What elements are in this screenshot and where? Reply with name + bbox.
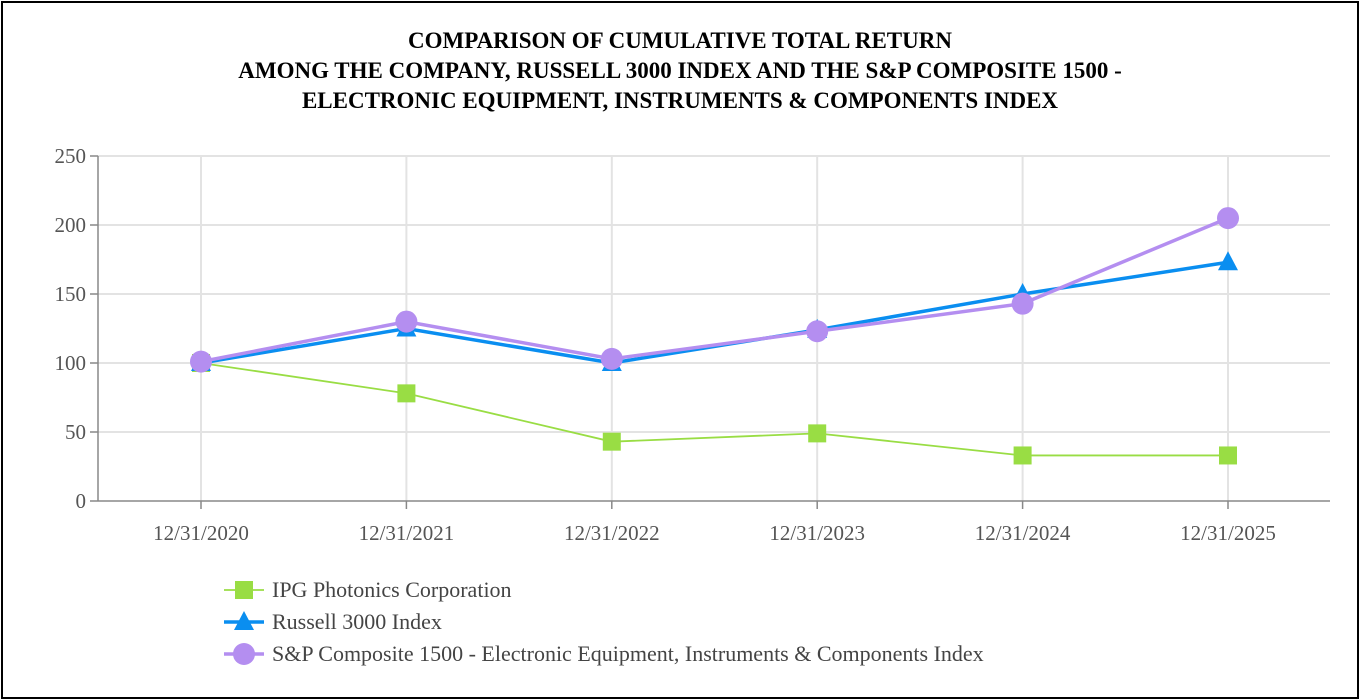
x-tick-label: 12/31/2022	[564, 521, 660, 545]
title-line-1: COMPARISON OF CUMULATIVE TOTAL RETURN	[408, 28, 952, 53]
y-tick-label: 50	[65, 420, 86, 444]
legend-label: IPG Photonics Corporation	[272, 577, 512, 602]
series-circle	[190, 207, 1239, 373]
y-tick-label: 150	[55, 282, 87, 306]
x-tick-label: 12/31/2025	[1180, 521, 1276, 545]
legend-label: S&P Composite 1500 - Electronic Equipmen…	[272, 641, 984, 666]
legend-item: IPG Photonics Corporation	[222, 574, 984, 606]
data-point-square	[1219, 446, 1237, 465]
title-line-3: ELECTRONIC EQUIPMENT, INSTRUMENTS & COMP…	[301, 88, 1059, 113]
y-tick-label: 100	[55, 351, 87, 375]
y-tick-label: 250	[55, 144, 87, 168]
data-point-circle	[1217, 207, 1239, 230]
x-tick-label: 12/31/2021	[359, 521, 455, 545]
legend-marker	[235, 581, 253, 599]
legend-marker	[234, 611, 254, 630]
legend-circle-icon	[224, 643, 264, 665]
chart-title: COMPARISON OF CUMULATIVE TOTAL RETURN AM…	[0, 26, 1360, 116]
series-line	[200, 362, 1228, 457]
legend-marker	[233, 643, 255, 665]
legend-item: S&P Composite 1500 - Electronic Equipmen…	[222, 638, 984, 670]
legend-label: Russell 3000 Index	[272, 609, 442, 634]
y-tick-label: 0	[76, 489, 87, 513]
data-point-circle	[806, 320, 829, 343]
data-point-square	[808, 424, 827, 443]
series-square	[192, 354, 1237, 465]
data-point-square	[602, 432, 621, 451]
x-tick-label: 12/31/2023	[769, 521, 865, 545]
legend-triangle-icon	[224, 611, 264, 630]
series-triangle	[191, 251, 1238, 371]
data-point-square	[397, 384, 416, 403]
legend-square-icon	[224, 581, 264, 599]
data-point-circle	[1011, 292, 1034, 315]
legend-item: Russell 3000 Index	[222, 606, 984, 638]
data-point-circle	[395, 310, 418, 333]
series-line	[200, 216, 1229, 364]
series-line	[200, 260, 1229, 365]
title-line-2: AMONG THE COMPANY, RUSSELL 3000 INDEX AN…	[238, 58, 1122, 83]
data-point-square	[1013, 446, 1032, 465]
data-point-triangle	[1218, 251, 1238, 271]
legend: IPG Photonics Corporation Russell 3000 In…	[222, 574, 984, 670]
x-tick-label: 12/31/2020	[153, 521, 249, 545]
data-point-circle	[190, 350, 212, 373]
y-tick-label: 200	[55, 213, 87, 237]
x-tick-label: 12/31/2024	[975, 521, 1071, 545]
data-point-circle	[600, 347, 623, 370]
